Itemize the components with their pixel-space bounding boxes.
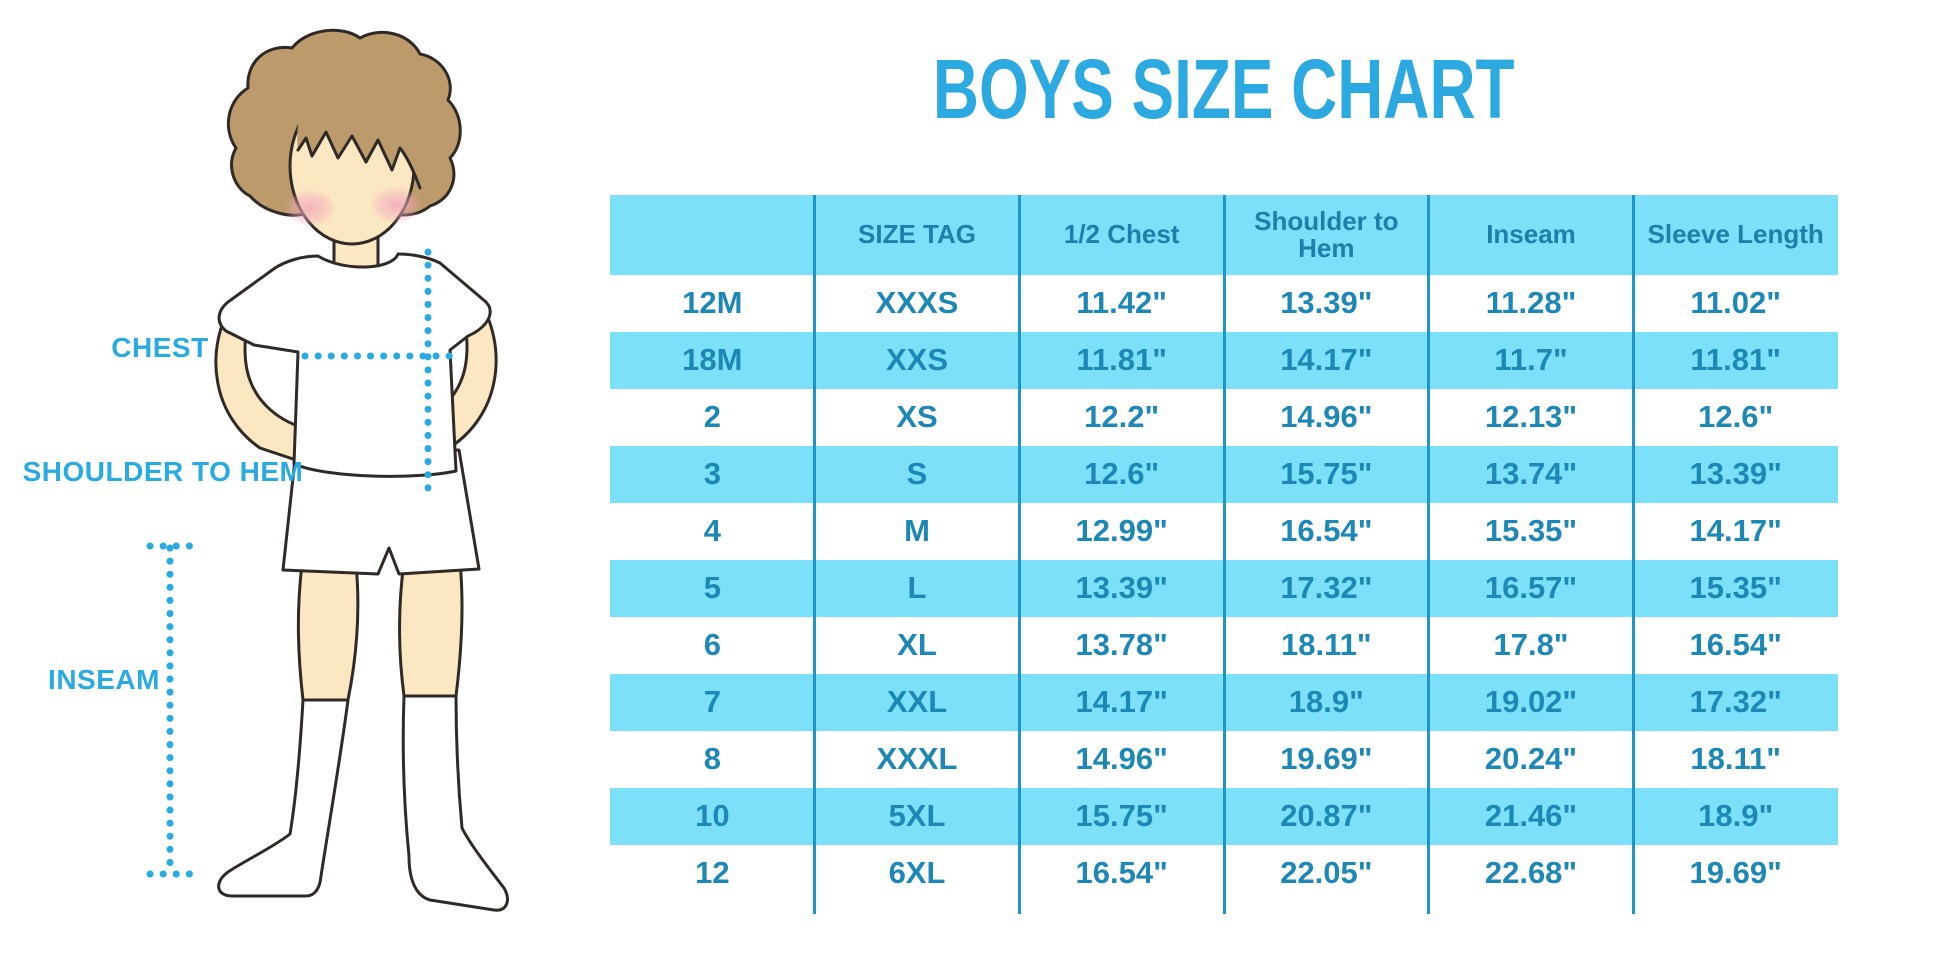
table-cell: 14.17" — [1280, 342, 1373, 378]
table-cell: 16.57" — [1484, 570, 1578, 606]
table-cell: 12 — [695, 855, 730, 891]
table-cell: 12.6" — [1698, 399, 1774, 435]
right-leg — [398, 560, 464, 698]
boy-illustration — [146, 28, 509, 912]
header-cell — [610, 195, 815, 275]
table-cell: 6 — [703, 627, 721, 663]
header-cell: 1/2 Chest — [1063, 219, 1180, 250]
table-cell: 16.54" — [1689, 627, 1782, 663]
blush-left — [284, 189, 336, 227]
table-cell: XXL — [886, 684, 948, 720]
table-cell: 18.9" — [1288, 684, 1364, 720]
table-cell: 15.75" — [1075, 798, 1168, 834]
hair-fringe-outline — [296, 130, 422, 190]
table-cell: XXXS — [875, 285, 959, 321]
column-divider — [1427, 195, 1431, 914]
left-leg — [296, 562, 360, 702]
table-cell: 11.81" — [1076, 342, 1167, 378]
table-cell: 18.11" — [1690, 741, 1781, 777]
table-cell: M — [904, 513, 930, 549]
header-cell: Shoulder to Hem — [1254, 205, 1399, 263]
table-cell: 6XL — [888, 855, 946, 891]
table-cell: 4 — [703, 513, 721, 549]
size-table: SIZE TAG 1/2 Chest Shoulder to Hem Inseam Sl… — [610, 195, 1838, 914]
table-cell: 12.2" — [1084, 399, 1160, 435]
header-cell: Sleeve Length — [1647, 219, 1824, 250]
table-cell: 14.17" — [1075, 684, 1168, 720]
table-cell: 15.35" — [1689, 570, 1782, 606]
table-cell: 20.87" — [1280, 798, 1373, 834]
table-cell: 17.32" — [1689, 684, 1782, 720]
table-cell: 12M — [682, 285, 743, 321]
shorts — [281, 448, 481, 576]
table-cell: 11.42" — [1076, 285, 1167, 321]
table-cell: S — [906, 456, 928, 492]
table-cell: 18M — [682, 342, 743, 378]
blush-right — [370, 186, 422, 224]
table-cell: 19.69" — [1280, 741, 1373, 777]
inseam-label: INSEAM — [48, 664, 160, 695]
table-cell: 12.99" — [1075, 513, 1168, 549]
table-cell: 18.9" — [1698, 798, 1774, 834]
header-cell: SIZE TAG — [858, 219, 976, 250]
table-cell: 19.69" — [1689, 855, 1782, 891]
table-cell: 18.11" — [1281, 627, 1372, 663]
table-cell: 12.13" — [1484, 399, 1578, 435]
column-divider — [1017, 195, 1021, 914]
header-cell: Inseam — [1486, 219, 1576, 250]
table-cell: 2 — [703, 399, 721, 435]
table-cell: 16.54" — [1075, 855, 1168, 891]
column-divider — [813, 195, 817, 914]
left-sock — [217, 698, 350, 898]
table-cell: XS — [896, 399, 938, 435]
table-cell: L — [907, 570, 927, 606]
table-cell: 17.32" — [1280, 570, 1373, 606]
table-cell: 5XL — [888, 798, 946, 834]
table-cell: 13.78" — [1075, 627, 1168, 663]
column-divider — [1631, 195, 1635, 914]
table-cell: 13.39" — [1075, 570, 1168, 606]
table-cell: XXS — [885, 342, 948, 378]
table-cell: 13.74" — [1484, 456, 1578, 492]
measurement-guides — [146, 248, 459, 878]
table-cell: 10 — [695, 798, 730, 834]
table-cell: 13.39" — [1689, 456, 1782, 492]
table-cell: 21.46" — [1484, 798, 1578, 834]
table-cell: 5 — [703, 570, 721, 606]
table-cell: 3 — [703, 456, 721, 492]
column-divider — [1222, 195, 1226, 914]
table-cell: 7 — [703, 684, 721, 720]
table-cell: 15.75" — [1280, 456, 1373, 492]
right-sock — [401, 694, 509, 912]
table-cell: XXXL — [876, 741, 958, 777]
table-cell: 20.24" — [1484, 741, 1578, 777]
table-cell: 11.28" — [1485, 285, 1577, 321]
table-cell: 22.05" — [1280, 855, 1373, 891]
table-cell: 14.96" — [1280, 399, 1373, 435]
hair-fringe — [297, 68, 432, 188]
page-title: BOYS SIZE CHART — [933, 42, 1515, 136]
table-cell: 12.6" — [1084, 456, 1160, 492]
table-cell: 8 — [703, 741, 721, 777]
t-shirt — [217, 252, 492, 478]
table-cell: 22.68" — [1484, 855, 1578, 891]
chest-label: CHEST — [111, 332, 209, 363]
table-cell: 11.02" — [1690, 285, 1781, 321]
table-cell: 16.54" — [1280, 513, 1373, 549]
table-cell: 13.39" — [1280, 285, 1373, 321]
table-cell: 11.7" — [1494, 342, 1568, 378]
table-cell: XL — [897, 627, 937, 663]
table-cell: 19.02" — [1484, 684, 1578, 720]
table-cell: 14.96" — [1075, 741, 1168, 777]
table-cell: 11.81" — [1690, 342, 1781, 378]
table-cell: 17.8" — [1493, 627, 1569, 663]
table-cell: 14.17" — [1689, 513, 1782, 549]
table-cell: 15.35" — [1484, 513, 1578, 549]
shoulder-to-hem-label: SHOULDER TO HEM — [22, 456, 304, 487]
